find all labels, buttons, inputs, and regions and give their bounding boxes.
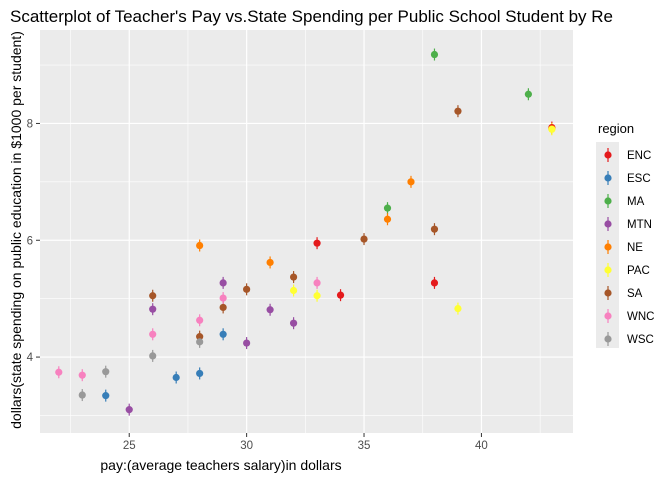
legend-label-wsc: WSC	[627, 334, 654, 346]
point-esc	[172, 373, 180, 382]
point-sa	[196, 333, 204, 341]
x-tick-label: 35	[358, 440, 371, 452]
y-tick-label: 4	[27, 352, 34, 364]
point-mtn	[125, 406, 133, 414]
point-wsc	[102, 368, 110, 376]
point-wsc	[196, 338, 204, 346]
legend-label-pac: PAC	[627, 265, 650, 277]
legend-key-sa	[604, 289, 612, 297]
legend-label-esc: ESC	[627, 173, 651, 185]
point-mtn	[149, 305, 157, 313]
point-pac	[289, 286, 298, 295]
point-pac	[548, 125, 556, 133]
legend-key-wsc	[604, 335, 612, 343]
point-ne	[266, 258, 274, 267]
point-mtn	[219, 279, 227, 287]
legend-label-enc: ENC	[627, 150, 651, 162]
point-mtn	[289, 319, 298, 327]
legend-label-wnc: WNC	[627, 311, 654, 323]
x-tick-label: 25	[123, 440, 136, 452]
y-axis: 4 6 8	[27, 118, 40, 364]
point-ma	[524, 90, 532, 98]
point-sa	[149, 292, 157, 300]
legend-label-ma: MA	[627, 196, 645, 208]
point-sa	[219, 303, 227, 312]
legend-key-ne	[604, 243, 612, 251]
legend-key-ma	[604, 197, 612, 205]
data-points	[55, 50, 556, 414]
point-ma	[383, 204, 392, 212]
chart-title: Scatterplot of Teacher's Pay vs.State Sp…	[10, 7, 613, 26]
point-wnc	[313, 279, 321, 287]
point-wnc	[196, 316, 204, 324]
point-enc	[313, 239, 321, 247]
point-sa	[454, 107, 462, 115]
x-tick-label: 40	[475, 440, 488, 452]
legend-label-sa: SA	[627, 288, 643, 300]
point-mtn	[266, 306, 274, 314]
point-ne	[383, 215, 392, 223]
point-enc	[430, 279, 439, 287]
point-esc	[219, 330, 227, 338]
x-axis: 25 30 35 40	[123, 433, 488, 452]
point-sa	[430, 225, 439, 233]
point-pac	[313, 292, 321, 300]
point-pac	[454, 304, 462, 313]
point-wsc	[149, 352, 157, 360]
x-tick-label: 30	[240, 440, 253, 452]
legend-label-ne: NE	[627, 242, 643, 254]
legend-key-wnc	[604, 312, 612, 320]
point-sa	[243, 285, 251, 293]
point-wsc	[78, 391, 86, 399]
legend-key-esc	[604, 174, 612, 182]
point-esc	[102, 392, 110, 400]
point-esc	[196, 369, 204, 378]
legend-title: region	[598, 121, 634, 136]
y-tick-label: 6	[27, 235, 33, 247]
point-mtn	[243, 339, 251, 347]
plot-panel	[40, 30, 573, 433]
point-wnc	[55, 368, 63, 376]
x-axis-title: pay:(average teachers salary)in dollars	[100, 457, 341, 473]
legend-key-enc	[604, 151, 612, 159]
point-sa	[360, 235, 368, 243]
legend: region ENC ESC MA MTN NE PAC SA WNC WSC	[596, 121, 654, 348]
legend-label-mtn: MTN	[627, 219, 652, 231]
point-ne	[407, 178, 415, 186]
point-enc	[336, 291, 345, 299]
point-wnc	[219, 294, 227, 302]
point-ma	[430, 50, 439, 59]
y-tick-label: 8	[27, 118, 33, 130]
point-sa	[289, 273, 298, 281]
point-ne	[196, 241, 204, 250]
y-axis-title: dollars(state spending on public educati…	[8, 31, 24, 429]
point-wnc	[78, 371, 86, 379]
legend-key-mtn	[604, 220, 612, 228]
point-wnc	[149, 330, 157, 338]
legend-key-pac	[604, 266, 612, 274]
